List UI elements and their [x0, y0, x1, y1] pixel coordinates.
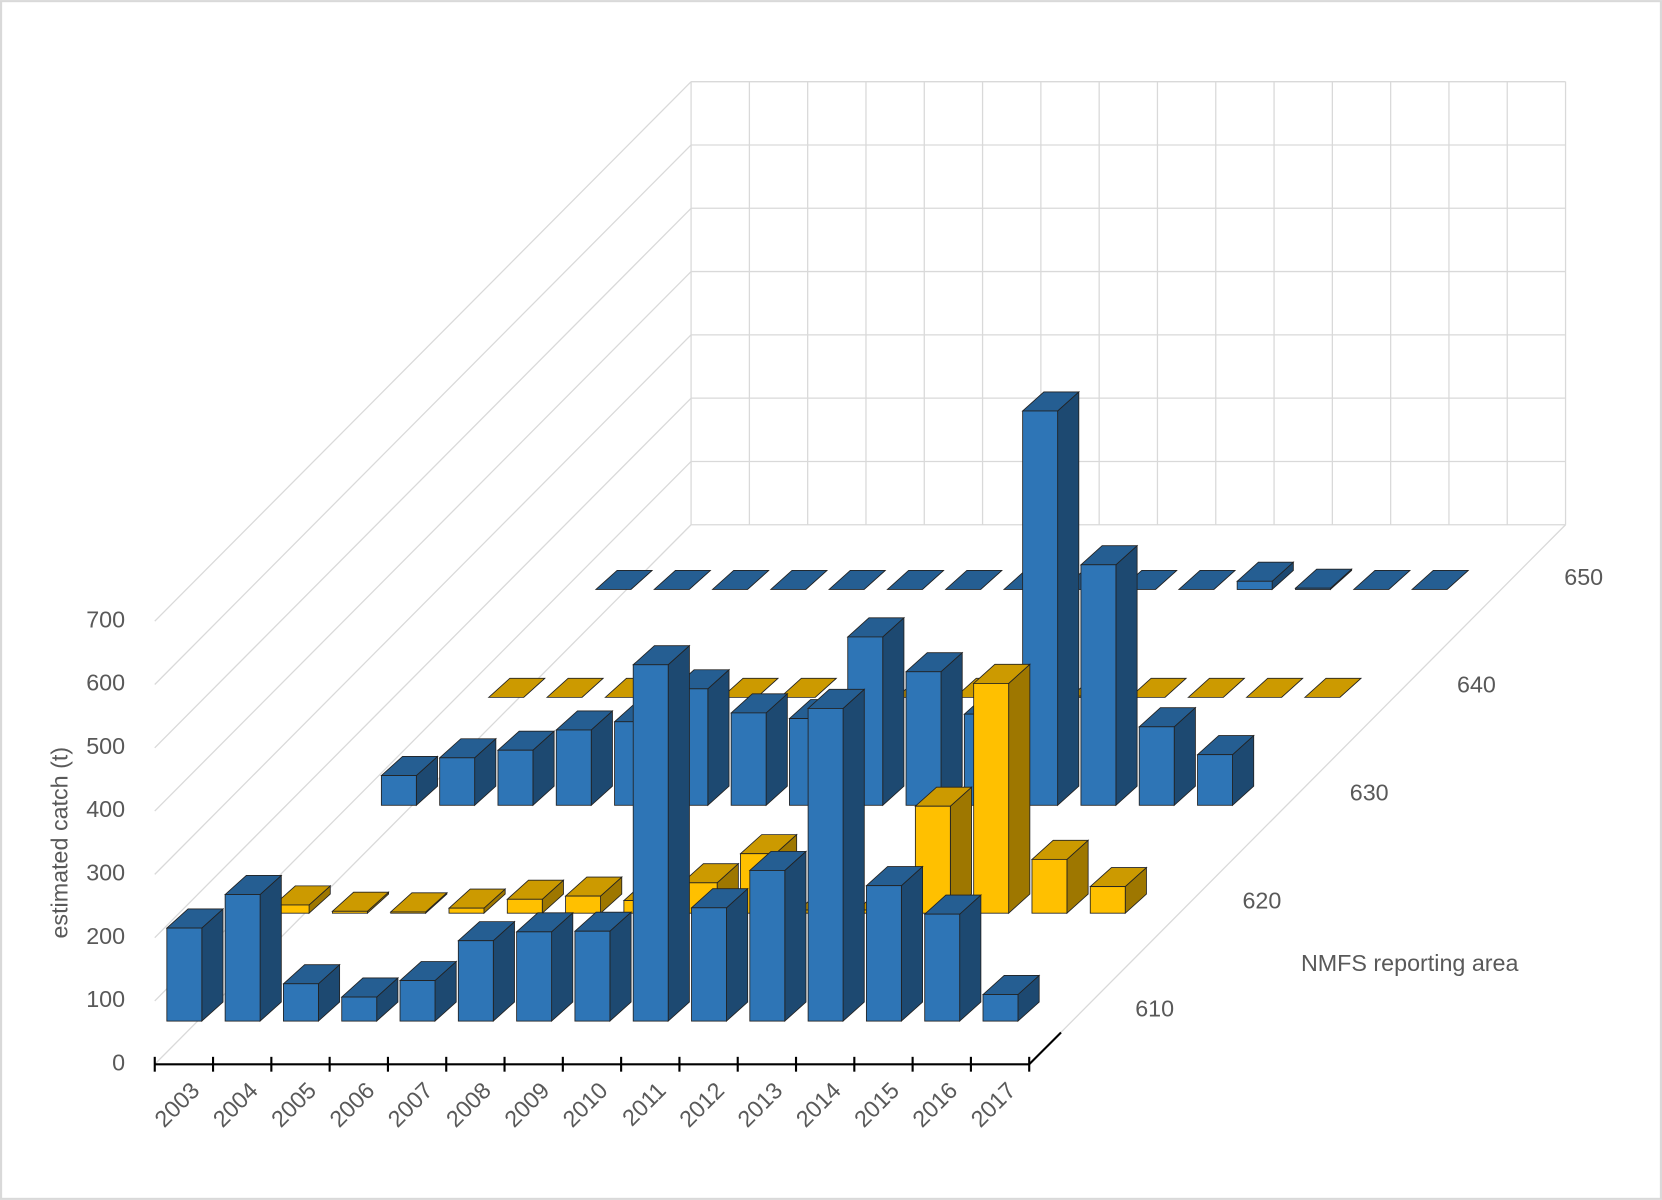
- bar: [457, 940, 494, 1022]
- bar: [555, 729, 592, 806]
- bar-top: [1128, 677, 1188, 698]
- series-label: 610: [1135, 995, 1174, 1021]
- bar: [380, 775, 417, 806]
- bar: [565, 895, 601, 914]
- bar: [1138, 726, 1175, 806]
- bar: [914, 805, 951, 914]
- bar-side: [667, 644, 690, 1023]
- bar: [1236, 580, 1273, 590]
- z-axis-title: NMFS reporting area: [1301, 950, 1519, 976]
- grid-line: [154, 271, 692, 812]
- y-tick-label: 200: [86, 923, 125, 949]
- bar: [691, 907, 727, 1022]
- bar: [506, 898, 543, 914]
- bar-side: [1008, 663, 1031, 915]
- y-axis-title: estimated catch (t): [47, 747, 73, 939]
- series-label: 620: [1242, 888, 1281, 914]
- bar: [341, 996, 378, 1022]
- bar-side: [201, 908, 224, 1023]
- bar-top: [720, 677, 780, 698]
- y-tick-label: 600: [86, 670, 125, 696]
- bar-top: [545, 677, 605, 698]
- bar: [516, 931, 553, 1022]
- bar: [730, 712, 767, 806]
- bar: [283, 983, 319, 1022]
- bar: [1197, 754, 1233, 806]
- bar: [390, 911, 427, 914]
- bar: [1089, 886, 1126, 914]
- y-tick-label: 300: [86, 860, 125, 886]
- bar-top: [1187, 677, 1246, 698]
- bar-side: [784, 850, 807, 1023]
- series-label: 630: [1350, 780, 1389, 806]
- bar: [574, 930, 611, 1022]
- grid-line: [154, 207, 692, 749]
- bar: [331, 910, 368, 914]
- bar-side: [726, 887, 749, 1023]
- series-label: 640: [1457, 672, 1496, 698]
- bar-top: [1177, 569, 1237, 590]
- bar: [166, 927, 203, 1022]
- bar: [905, 671, 942, 806]
- bar-side: [940, 651, 963, 807]
- bar-side: [707, 668, 730, 807]
- bar: [448, 907, 485, 914]
- bar-top: [1303, 677, 1363, 698]
- y-tick-label: 0: [112, 1049, 125, 1075]
- bar-side: [1057, 390, 1080, 807]
- bar: [924, 913, 961, 1022]
- bar-side: [949, 786, 972, 915]
- y-tick-label: 100: [86, 986, 125, 1012]
- bar-top: [1352, 569, 1412, 590]
- bar: [1080, 564, 1117, 806]
- bar-top: [487, 677, 546, 698]
- bar-top: [653, 569, 712, 590]
- bar: [224, 894, 261, 1022]
- x-axis: [1028, 1031, 1062, 1066]
- bar: [632, 664, 669, 1022]
- y-tick-label: 500: [86, 733, 125, 759]
- bar: [1031, 858, 1068, 914]
- bar: [497, 749, 534, 806]
- bar-side: [842, 688, 865, 1023]
- bar-top: [711, 569, 770, 590]
- grid-line: [154, 334, 692, 875]
- bar-top: [944, 569, 1003, 590]
- bar: [982, 994, 1019, 1022]
- grid-line: [154, 81, 692, 622]
- bar-side: [882, 616, 905, 807]
- bar: [399, 980, 436, 1022]
- y-tick-label: 400: [86, 796, 125, 822]
- grid-line: [1028, 524, 1566, 1065]
- bar-top: [1410, 569, 1470, 590]
- bar-top: [594, 569, 654, 590]
- bar-top: [1245, 677, 1304, 698]
- y-tick-label: 700: [86, 606, 125, 632]
- bar-side: [259, 874, 282, 1023]
- bar: [749, 870, 786, 1022]
- bar-top: [827, 569, 887, 590]
- bar: [1295, 587, 1331, 590]
- bar-side: [959, 894, 982, 1023]
- bar: [439, 757, 476, 806]
- bar: [973, 683, 1010, 914]
- grid-line: [154, 144, 692, 685]
- series-label: 650: [1564, 564, 1603, 590]
- bar: [807, 707, 844, 1022]
- bar-side: [1115, 544, 1138, 807]
- grid-line: [154, 397, 692, 939]
- bar-side: [900, 865, 924, 1023]
- bar-top: [769, 569, 829, 590]
- bar: [865, 885, 902, 1022]
- bar-top: [779, 677, 838, 698]
- bar-top: [886, 569, 945, 590]
